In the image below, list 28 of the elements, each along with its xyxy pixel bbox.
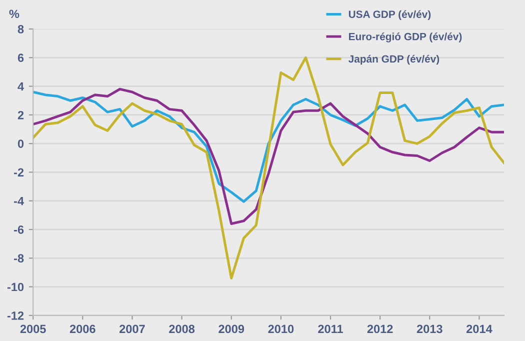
x-tick-label: 2013 [416,324,442,334]
x-tick-label: 2014 [466,324,492,334]
x-tick-label: 2008 [169,324,195,334]
y-tick-label: -10 [7,282,24,292]
x-tick-label: 2011 [318,324,343,334]
x-tick-label: 2006 [70,324,96,334]
x-tick-label: 2007 [119,324,145,334]
y-tick-label: 4 [18,82,24,91]
y-tick-label: 8 [18,25,24,34]
y-tick-label: -4 [14,197,24,206]
x-tick-label: 2009 [218,324,244,334]
y-tick-label: -12 [7,311,24,320]
legend-label: Japán GDP (év/év) [348,54,440,65]
x-tick-label: 2010 [268,324,294,334]
line-series [33,88,504,226]
y-axis-title: % [9,10,20,18]
y-tick-label: 2 [18,110,24,120]
legend-label: Euro-régió GDP (év/év) [349,32,462,42]
x-tick-label: 2012 [367,324,393,334]
y-tick-label: -8 [14,254,24,263]
legend-label: USA GDP (év/év) [348,10,431,20]
line-series [33,56,504,280]
y-tick-label: 6 [18,54,24,62]
y-tick-label: -6 [14,226,24,234]
y-tick-label: 0 [18,140,24,148]
x-tick-label: 2005 [20,324,46,334]
line-series [33,90,504,203]
y-tick-label: -2 [14,168,24,176]
